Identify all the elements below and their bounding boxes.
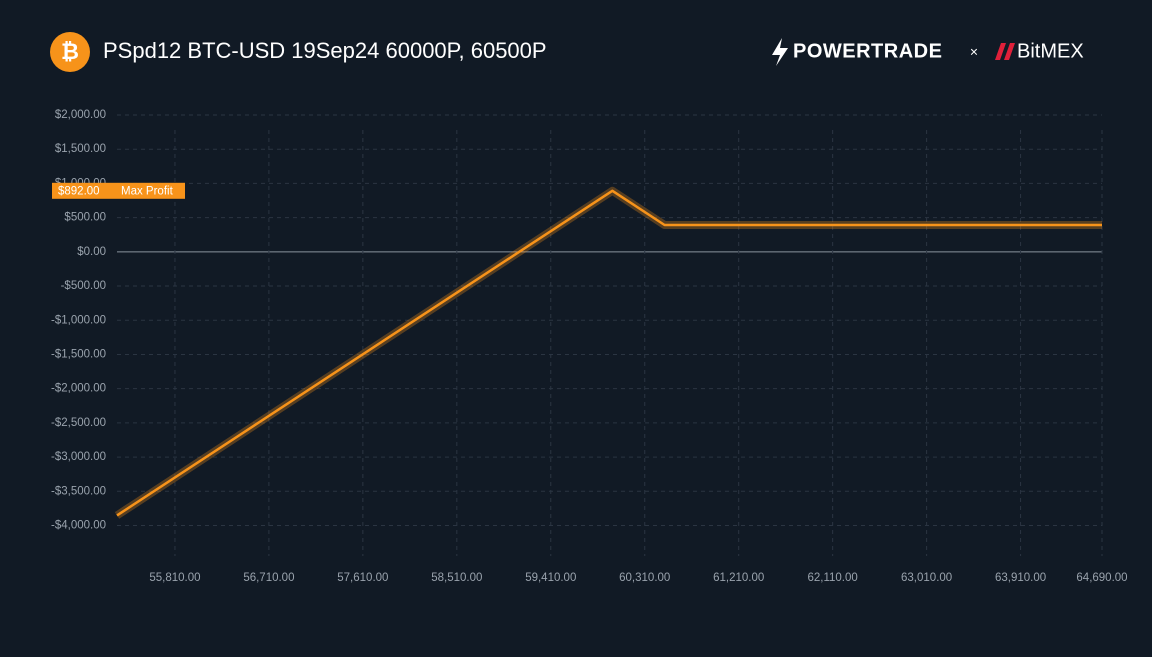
y-tick-label: $1,500.00 [55,143,106,155]
y-tick-label: -$2,000.00 [51,383,106,395]
x-tick-label: 58,510.00 [431,572,482,584]
y-tick-label: -$2,500.00 [51,417,106,429]
x-tick-label: 57,610.00 [337,572,388,584]
annotation-text: Max Profit [121,185,174,197]
y-tick-label: $0.00 [77,246,106,258]
y-tick-label: -$1,500.00 [51,348,106,360]
y-tick-label: -$3,500.00 [51,485,106,497]
series-line [116,189,1102,517]
annotation-box [52,182,185,199]
y-tick-label: -$4,000.00 [51,520,106,532]
x-tick-label: 61,210.00 [713,572,764,584]
y-tick-label: $2,000.00 [55,109,106,121]
x-tick-label: 62,110.00 [807,572,857,584]
x-tick-label: 64,690.00 [1076,572,1127,584]
chart-title: PSpd12 BTC-USD 19Sep24 60000P, 60500P [103,38,547,63]
annotation-value: $892.00 [58,185,100,197]
y-tick-label: -$500.00 [61,280,106,292]
x-tick-label: 56,710.00 [243,572,294,584]
x-tick-label: 59,410.00 [525,572,576,584]
bitmex-logo [995,43,1015,60]
x-tick-label: 55,810.00 [149,572,200,584]
brand-left: POWERTRADE [793,40,942,62]
brand-right: BitMEX [1017,40,1084,62]
x-tick-label: 63,010.00 [901,572,952,584]
plot: $2,000.00$1,500.00$1,000.00$500.00$0.00-… [51,109,1128,584]
y-tick-label: $500.00 [64,212,106,224]
x-tick-label: 60,310.00 [619,572,670,584]
btc-icon [50,32,90,72]
x-tick-label: 63,910.00 [995,572,1046,584]
powertrade-logo [772,38,788,66]
y-tick-label: -$1,000.00 [51,314,106,326]
y-tick-label: -$3,000.00 [51,451,106,463]
brand-separator: × [970,44,978,60]
btc-symbol: ₿ [61,39,79,64]
